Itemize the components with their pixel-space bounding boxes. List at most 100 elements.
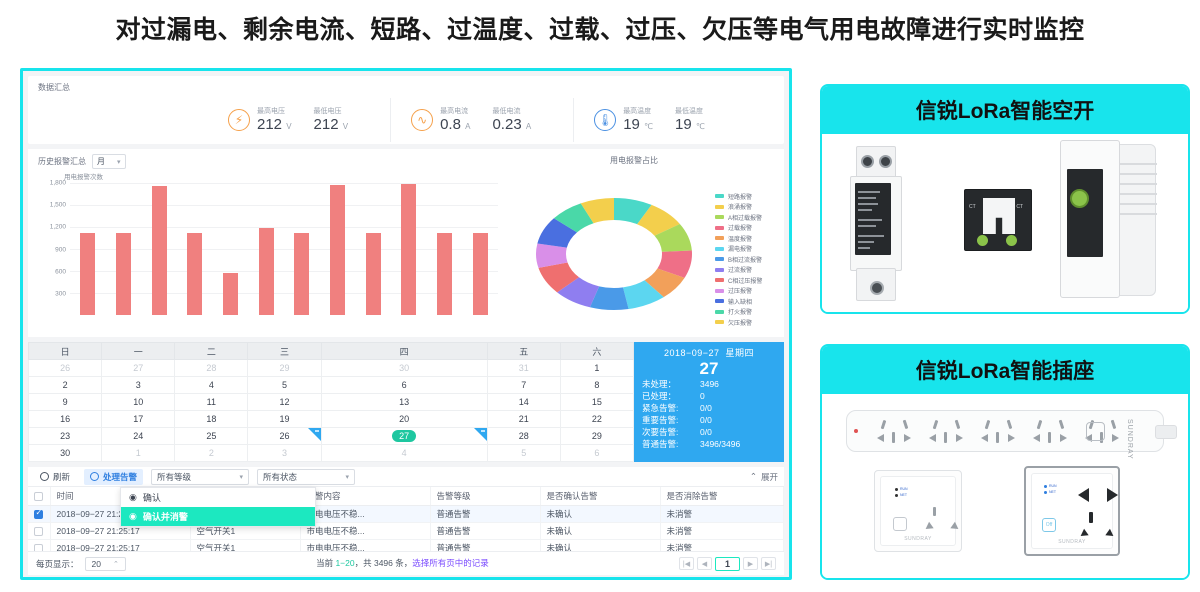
calendar-day-cell[interactable]: 28 <box>486 427 561 445</box>
calendar-day-cell[interactable]: 18 <box>174 410 249 428</box>
legend-item[interactable]: 浪涌报警 <box>715 202 762 213</box>
pie-slice[interactable] <box>614 198 652 225</box>
pie-slice[interactable] <box>557 277 600 308</box>
bar[interactable] <box>329 185 345 315</box>
period-select[interactable]: 月 ▾ <box>92 154 126 169</box>
bar[interactable] <box>258 227 274 315</box>
pie-slice[interactable] <box>589 286 629 310</box>
handle-alarm-button[interactable]: 处理告警 <box>84 468 144 485</box>
legend-item[interactable]: 过压报警 <box>715 286 762 297</box>
pie-slice[interactable] <box>622 280 664 310</box>
calendar-day-cell[interactable]: 29 <box>559 427 635 445</box>
row-checkbox[interactable] <box>28 522 51 540</box>
legend-item[interactable]: B相过流报警 <box>715 254 762 265</box>
expand-button[interactable]: ⌃ 展开 <box>750 471 778 483</box>
bar[interactable] <box>472 232 488 315</box>
legend-item[interactable]: 欠压报警 <box>715 317 762 328</box>
legend-item[interactable]: 输入缺相 <box>715 296 762 307</box>
legend-item[interactable]: 短路报警 <box>715 191 762 202</box>
legend-item[interactable]: 温度报警 <box>715 233 762 244</box>
calendar-day-cell[interactable]: 7 <box>486 376 561 394</box>
calendar-day-cell[interactable]: 5 <box>247 376 322 394</box>
calendar-day-cell[interactable]: 6 <box>559 444 635 462</box>
calendar-day-cell[interactable]: 4 <box>174 376 249 394</box>
bar[interactable] <box>401 184 417 315</box>
calendar-day-cell[interactable]: 20 <box>320 410 488 428</box>
pie-slice[interactable] <box>580 198 614 224</box>
calendar-day-cell[interactable]: 4 <box>320 444 488 462</box>
refresh-button[interactable]: 刷新 <box>34 469 76 485</box>
calendar-day-cell[interactable]: 6 <box>320 376 488 394</box>
next-page-icon[interactable]: ▶ <box>743 557 758 570</box>
calendar-day-cell[interactable]: 29 <box>247 359 322 377</box>
first-page-icon[interactable]: |◀ <box>679 557 694 570</box>
bar[interactable] <box>365 232 381 315</box>
calendar-day-cell[interactable]: 9 <box>27 393 103 411</box>
calendar-day-cell[interactable]: 24 <box>101 427 176 445</box>
calendar-day-cell[interactable]: 14 <box>486 393 561 411</box>
calendar-day-cell[interactable]: 23 <box>27 427 103 445</box>
current-page-input[interactable]: 1 <box>715 556 740 571</box>
row-checkbox[interactable] <box>28 505 51 523</box>
legend-item[interactable]: 过流报警 <box>715 265 762 276</box>
calendar-day-cell[interactable]: 1 <box>559 359 635 377</box>
pie-slice[interactable] <box>538 262 580 293</box>
calendar-day-cell[interactable]: 5 <box>486 444 561 462</box>
bar[interactable] <box>115 232 131 315</box>
bar[interactable] <box>436 232 452 315</box>
bar[interactable] <box>187 232 203 315</box>
select-all-pages-link[interactable]: 选择所有页中的记录 <box>412 558 489 568</box>
dropdown-item-confirm[interactable]: ◉ 确认 <box>121 488 315 507</box>
calendar-day-cell[interactable]: 12 <box>247 393 322 411</box>
calendar-day-cell[interactable]: 31 <box>486 359 561 377</box>
legend-item[interactable]: C相过压报警 <box>715 275 762 286</box>
calendar-day-cell[interactable]: 27 <box>320 427 488 445</box>
calendar-day-cell[interactable]: 17 <box>101 410 176 428</box>
calendar-day-cell[interactable]: 30 <box>320 359 488 377</box>
calendar-day-cell[interactable]: 2 <box>27 376 103 394</box>
pie-slice[interactable] <box>654 223 692 252</box>
calendar-day-cell[interactable]: 3 <box>247 444 322 462</box>
calendar-day-cell[interactable]: 8 <box>559 376 635 394</box>
calendar-day-cell[interactable]: 10 <box>101 393 176 411</box>
calendar-day-cell[interactable]: 19 <box>247 410 322 428</box>
per-page-select[interactable]: 20 ⌃ <box>84 556 126 571</box>
last-page-icon[interactable]: ▶| <box>761 557 776 570</box>
calendar-day-cell[interactable]: 1 <box>101 444 176 462</box>
pie-slice[interactable] <box>657 250 692 278</box>
bar[interactable] <box>294 232 310 315</box>
pie-slice[interactable] <box>536 243 568 268</box>
calendar-day-cell[interactable]: 25 <box>174 427 249 445</box>
calendar-day-cell[interactable]: 27 <box>101 359 176 377</box>
handle-alarm-dropdown[interactable]: ◉ 确认 ◉ 确认并消警 <box>120 487 316 527</box>
calendar-day-cell[interactable]: 26 <box>247 427 322 445</box>
pie-slice[interactable] <box>637 204 680 236</box>
bar[interactable] <box>222 273 238 315</box>
pie-slice[interactable] <box>553 203 594 233</box>
calendar-grid[interactable]: 日一二三四五六 26 27 28 29 30 31 1 2 3 4 5 6 7 8 9 10 11 12 13 14 1… <box>27 342 635 462</box>
calendar-day-cell[interactable]: 13 <box>320 393 488 411</box>
prev-page-icon[interactable]: ◀ <box>697 557 712 570</box>
level-filter-select[interactable]: 所有等级 ▾ <box>151 468 250 485</box>
bar[interactable] <box>80 232 96 315</box>
calendar-day-cell[interactable]: 30 <box>27 444 103 462</box>
status-filter-select[interactable]: 所有状态 ▾ <box>257 468 356 485</box>
dropdown-item-confirm-and-clear[interactable]: ◉ 确认并消警 <box>121 507 315 526</box>
calendar-day-cell[interactable]: 16 <box>27 410 103 428</box>
bar[interactable] <box>151 185 167 315</box>
calendar-body[interactable]: 26 27 28 29 30 31 1 2 3 4 5 6 7 8 9 10 11 12 13 14 15 16 17 18 1… <box>27 359 635 462</box>
pie-slice[interactable] <box>644 268 685 298</box>
calendar-day-cell[interactable]: 28 <box>174 359 249 377</box>
pie-slice[interactable] <box>537 218 578 248</box>
legend-item[interactable]: 过载报警 <box>715 223 762 234</box>
calendar-day-cell[interactable]: 22 <box>559 410 635 428</box>
select-all-checkbox[interactable] <box>28 487 51 506</box>
legend-item[interactable]: 打火报警 <box>715 307 762 318</box>
calendar-day-cell[interactable]: 2 <box>174 444 249 462</box>
legend-item[interactable]: 漏电报警 <box>715 244 762 255</box>
calendar-day-cell[interactable]: 15 <box>559 393 635 411</box>
calendar-day-cell[interactable]: 26 <box>27 359 103 377</box>
calendar-day-cell[interactable]: 21 <box>486 410 561 428</box>
calendar-day-cell[interactable]: 3 <box>101 376 176 394</box>
legend-item[interactable]: A相过载报警 <box>715 212 762 223</box>
